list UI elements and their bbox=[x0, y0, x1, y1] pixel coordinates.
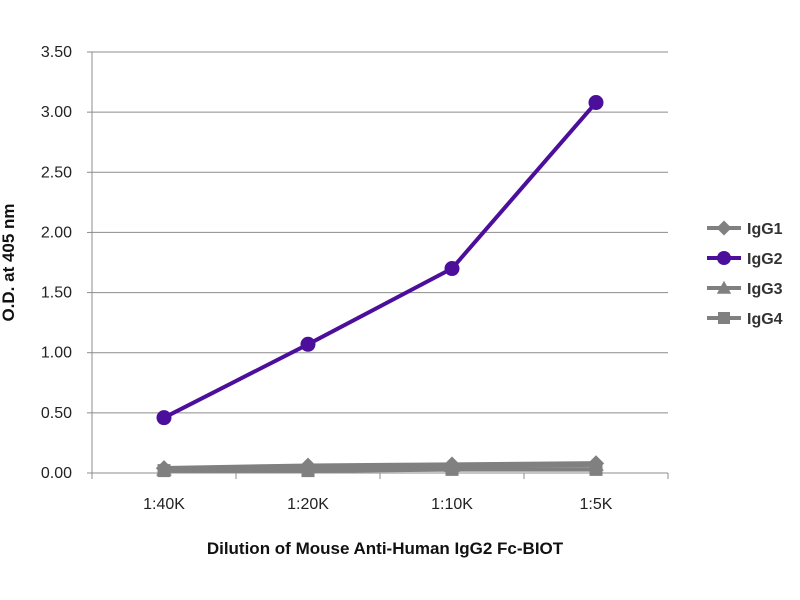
y-tick-label: 3.50 bbox=[41, 44, 72, 61]
x-axis-title: Dilution of Mouse Anti-Human IgG2 Fc-BIO… bbox=[207, 539, 564, 558]
legend-marker bbox=[718, 312, 730, 324]
legend-item-igg3: IgG3 bbox=[707, 280, 783, 298]
y-tick-label: 1.00 bbox=[41, 345, 72, 362]
data-point bbox=[300, 336, 316, 352]
y-tick-label: 1.50 bbox=[41, 285, 72, 302]
y-tick-label: 0.00 bbox=[41, 465, 72, 482]
x-tick-label: 1:10K bbox=[431, 496, 473, 513]
legend-label: IgG2 bbox=[747, 251, 783, 268]
series-line bbox=[164, 467, 596, 473]
series-line bbox=[163, 101, 598, 420]
x-tick-label: 1:20K bbox=[287, 496, 329, 513]
axes bbox=[87, 51, 669, 479]
y-tick-label: 0.50 bbox=[41, 405, 72, 422]
legend-label: IgG3 bbox=[747, 281, 783, 298]
data-point bbox=[445, 462, 459, 476]
legend-marker bbox=[716, 220, 732, 236]
x-tick-labels: 1:40K 1:20K 1:10K 1:5K bbox=[143, 496, 613, 513]
data-point bbox=[589, 462, 603, 476]
data-point bbox=[301, 464, 315, 478]
y-tick-label: 3.00 bbox=[41, 104, 72, 121]
legend-item-igg1: IgG1 bbox=[707, 220, 783, 238]
series-igg4 bbox=[157, 462, 603, 478]
y-tick-label: 2.50 bbox=[41, 164, 72, 181]
y-tick-label: 2.00 bbox=[41, 224, 72, 241]
x-tick-label: 1:40K bbox=[143, 496, 185, 513]
gridlines bbox=[92, 51, 668, 414]
legend: IgG1 IgG2 IgG3 IgG4 bbox=[707, 220, 783, 328]
legend-item-igg2: IgG2 bbox=[707, 251, 783, 268]
legend-label: IgG4 bbox=[747, 311, 783, 328]
series-layer bbox=[155, 95, 605, 478]
data-point bbox=[156, 410, 172, 426]
data-point bbox=[444, 261, 460, 277]
legend-marker bbox=[717, 251, 731, 265]
legend-item-igg4: IgG4 bbox=[707, 311, 783, 328]
y-axis-title: O.D. at 405 nm bbox=[0, 203, 18, 321]
data-point bbox=[157, 464, 171, 478]
data-point bbox=[588, 95, 604, 111]
legend-marker bbox=[716, 280, 732, 294]
legend-label: IgG1 bbox=[747, 221, 783, 238]
series-line bbox=[163, 462, 597, 472]
x-tick-label: 1:5K bbox=[580, 496, 613, 513]
series-igg2 bbox=[156, 95, 604, 426]
y-tick-labels: 0.00 0.50 1.00 1.50 2.00 2.50 3.00 3.50 bbox=[41, 44, 72, 482]
